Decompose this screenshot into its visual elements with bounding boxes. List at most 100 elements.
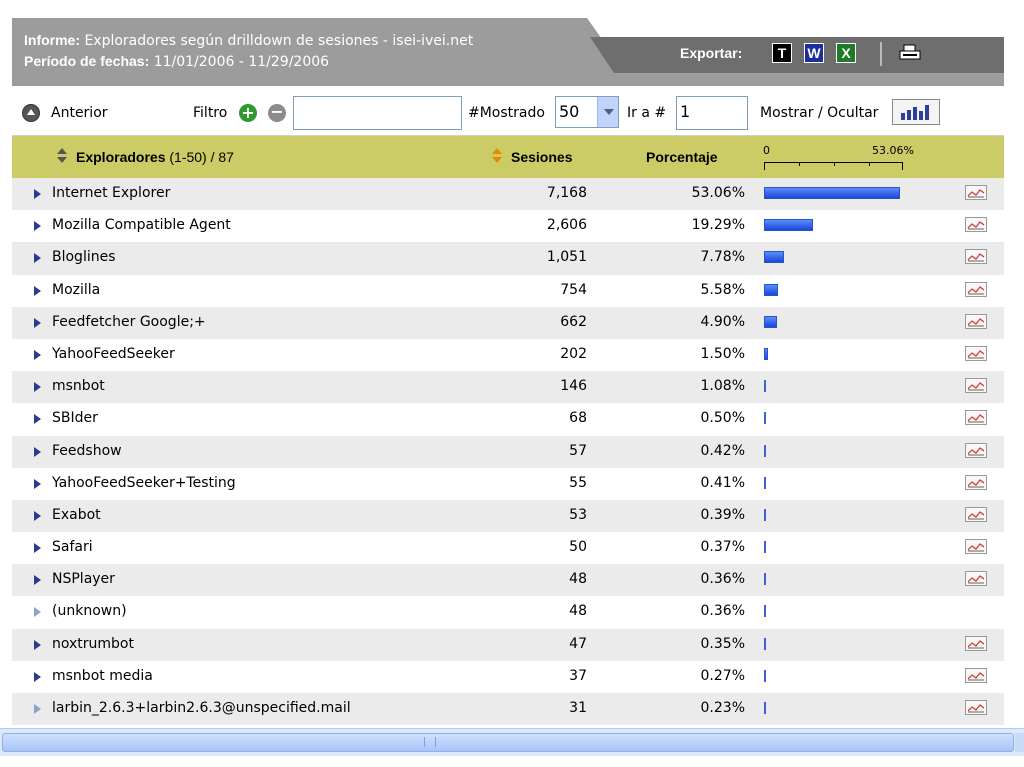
sessions-value: 50	[569, 539, 587, 556]
browser-name[interactable]: Safari	[52, 539, 93, 556]
trend-chart-icon[interactable]	[965, 635, 987, 651]
table-row[interactable]: Mozilla 754 5.58%	[12, 274, 1004, 307]
column-browsers-label: Exploradores	[76, 149, 166, 165]
percentage-bar	[764, 219, 813, 232]
table-row[interactable]: Bloglines 1,051 7.78%	[12, 242, 1004, 275]
table-row[interactable]: Feedshow 57 0.42%	[12, 435, 1004, 468]
scrollbar-thumb[interactable]	[2, 733, 1014, 752]
table-row[interactable]: msnbot media 37 0.27%	[12, 660, 1004, 693]
add-filter-icon[interactable]: +	[239, 104, 257, 122]
browser-name[interactable]: YahooFeedSeeker+Testing	[52, 474, 236, 491]
expand-arrow-icon[interactable]	[34, 543, 41, 554]
expand-arrow-icon[interactable]	[34, 671, 41, 682]
trend-chart-icon[interactable]	[965, 281, 987, 297]
expand-arrow-icon[interactable]	[34, 575, 41, 586]
percentage-value: 1.50%	[700, 345, 745, 362]
expand-arrow-icon[interactable]	[34, 414, 41, 425]
expand-arrow-icon[interactable]	[34, 704, 41, 714]
expand-arrow-icon[interactable]	[34, 253, 41, 264]
browser-name[interactable]: Internet Explorer	[52, 185, 171, 201]
shown-count-label: #Mostrado	[468, 105, 545, 121]
table-row[interactable]: Feedfetcher Google;+ 662 4.90%	[12, 306, 1004, 339]
sort-icon[interactable]	[57, 148, 67, 164]
goto-input[interactable]: 1	[676, 96, 748, 130]
expand-arrow-icon[interactable]	[34, 607, 41, 618]
word-export-icon[interactable]: W	[804, 43, 824, 63]
trend-chart-icon[interactable]	[965, 474, 987, 490]
percentage-bar	[764, 541, 766, 554]
browser-name[interactable]: Feedshow	[52, 442, 122, 459]
expand-arrow-icon[interactable]	[34, 478, 41, 489]
chevron-down-icon[interactable]	[597, 97, 618, 127]
bar-chart-icon	[901, 113, 905, 120]
sort-icon-active[interactable]	[492, 148, 502, 164]
table-row[interactable]: Exabot 53 0.39%	[12, 499, 1004, 533]
sessions-value: 47	[569, 635, 587, 652]
percentage-bar	[764, 637, 766, 650]
trend-chart-icon[interactable]	[965, 378, 987, 394]
expand-arrow-icon[interactable]	[34, 639, 41, 650]
column-sessions[interactable]: Sesiones	[511, 149, 573, 165]
table-row[interactable]: msnbot 146 1.08%	[12, 371, 1004, 404]
expand-arrow-icon[interactable]	[34, 349, 41, 360]
expand-arrow-icon[interactable]	[34, 382, 41, 393]
previous-button[interactable]: Anterior	[51, 105, 108, 121]
browser-name[interactable]: msnbot media	[52, 667, 153, 684]
percentage-value: 0.42%	[700, 442, 745, 459]
trend-chart-icon[interactable]	[965, 249, 987, 265]
text-export-icon[interactable]: T	[772, 43, 792, 63]
trend-chart-icon[interactable]	[965, 410, 987, 426]
table-row[interactable]: Mozilla Compatible Agent 2,606 19.29%	[12, 210, 1004, 243]
expand-arrow-icon[interactable]	[34, 317, 41, 328]
table-row[interactable]: YahooFeedSeeker 202 1.50%	[12, 338, 1004, 372]
browser-name[interactable]: SBIder	[52, 410, 98, 427]
column-range: (1-50) / 87	[169, 149, 234, 165]
remove-filter-icon[interactable]: −	[268, 104, 286, 122]
expand-arrow-icon[interactable]	[34, 189, 41, 199]
column-percentage[interactable]: Porcentaje	[646, 149, 718, 165]
excel-export-icon[interactable]: X	[836, 43, 856, 63]
print-icon[interactable]	[899, 44, 921, 62]
browser-name[interactable]: Feedfetcher Google;+	[52, 313, 206, 330]
trend-chart-icon[interactable]	[965, 700, 987, 715]
expand-arrow-icon[interactable]	[34, 285, 41, 296]
browser-name[interactable]: larbin_2.6.3+larbin2.6.3@unspecified.mai…	[52, 700, 351, 716]
expand-arrow-icon[interactable]	[34, 221, 41, 232]
table-row[interactable]: NSPlayer 48 0.36%	[12, 564, 1004, 597]
browser-name[interactable]: noxtrumbot	[52, 635, 134, 652]
previous-icon[interactable]	[22, 104, 40, 122]
browser-name[interactable]: Mozilla Compatible Agent	[52, 217, 231, 234]
table-row[interactable]: (unknown) 48 0.36%	[12, 596, 1004, 629]
filter-input[interactable]	[293, 96, 462, 130]
table-row[interactable]: SBIder 68 0.50%	[12, 403, 1004, 436]
percentage-value: 4.90%	[700, 313, 745, 330]
browser-name[interactable]: YahooFeedSeeker	[52, 345, 175, 362]
shown-count-select[interactable]: 50	[555, 96, 619, 128]
data-table: Internet Explorer 7,168 53.06% Mozilla Comp…	[12, 178, 1004, 726]
trend-chart-icon[interactable]	[965, 345, 987, 361]
trend-chart-icon[interactable]	[965, 539, 987, 555]
table-row[interactable]: noxtrumbot 47 0.35%	[12, 628, 1004, 661]
trend-chart-icon[interactable]	[965, 185, 987, 200]
trend-chart-icon[interactable]	[965, 313, 987, 329]
browser-name[interactable]: (unknown)	[52, 603, 127, 620]
table-row[interactable]: Internet Explorer 7,168 53.06%	[12, 178, 1004, 211]
expand-arrow-icon[interactable]	[34, 446, 41, 457]
trend-chart-icon[interactable]	[965, 442, 987, 458]
browser-name[interactable]: Mozilla	[52, 281, 101, 298]
trend-chart-icon[interactable]	[965, 217, 987, 233]
percentage-bar	[764, 283, 778, 296]
table-row[interactable]: YahooFeedSeeker+Testing 55 0.41%	[12, 467, 1004, 500]
trend-chart-icon[interactable]	[965, 667, 987, 683]
toggle-chart-button[interactable]	[892, 99, 940, 125]
column-browsers[interactable]: Exploradores (1-50) / 87	[76, 149, 234, 165]
expand-arrow-icon[interactable]	[34, 510, 41, 521]
trend-chart-icon[interactable]	[965, 506, 987, 522]
browser-name[interactable]: Exabot	[52, 506, 101, 523]
browser-name[interactable]: msnbot	[52, 378, 105, 395]
browser-name[interactable]: NSPlayer	[52, 571, 115, 588]
table-row[interactable]: Safari 50 0.37%	[12, 532, 1004, 565]
table-row[interactable]: larbin_2.6.3+larbin2.6.3@unspecified.mai…	[12, 693, 1004, 726]
trend-chart-icon[interactable]	[965, 571, 987, 587]
browser-name[interactable]: Bloglines	[52, 249, 116, 266]
